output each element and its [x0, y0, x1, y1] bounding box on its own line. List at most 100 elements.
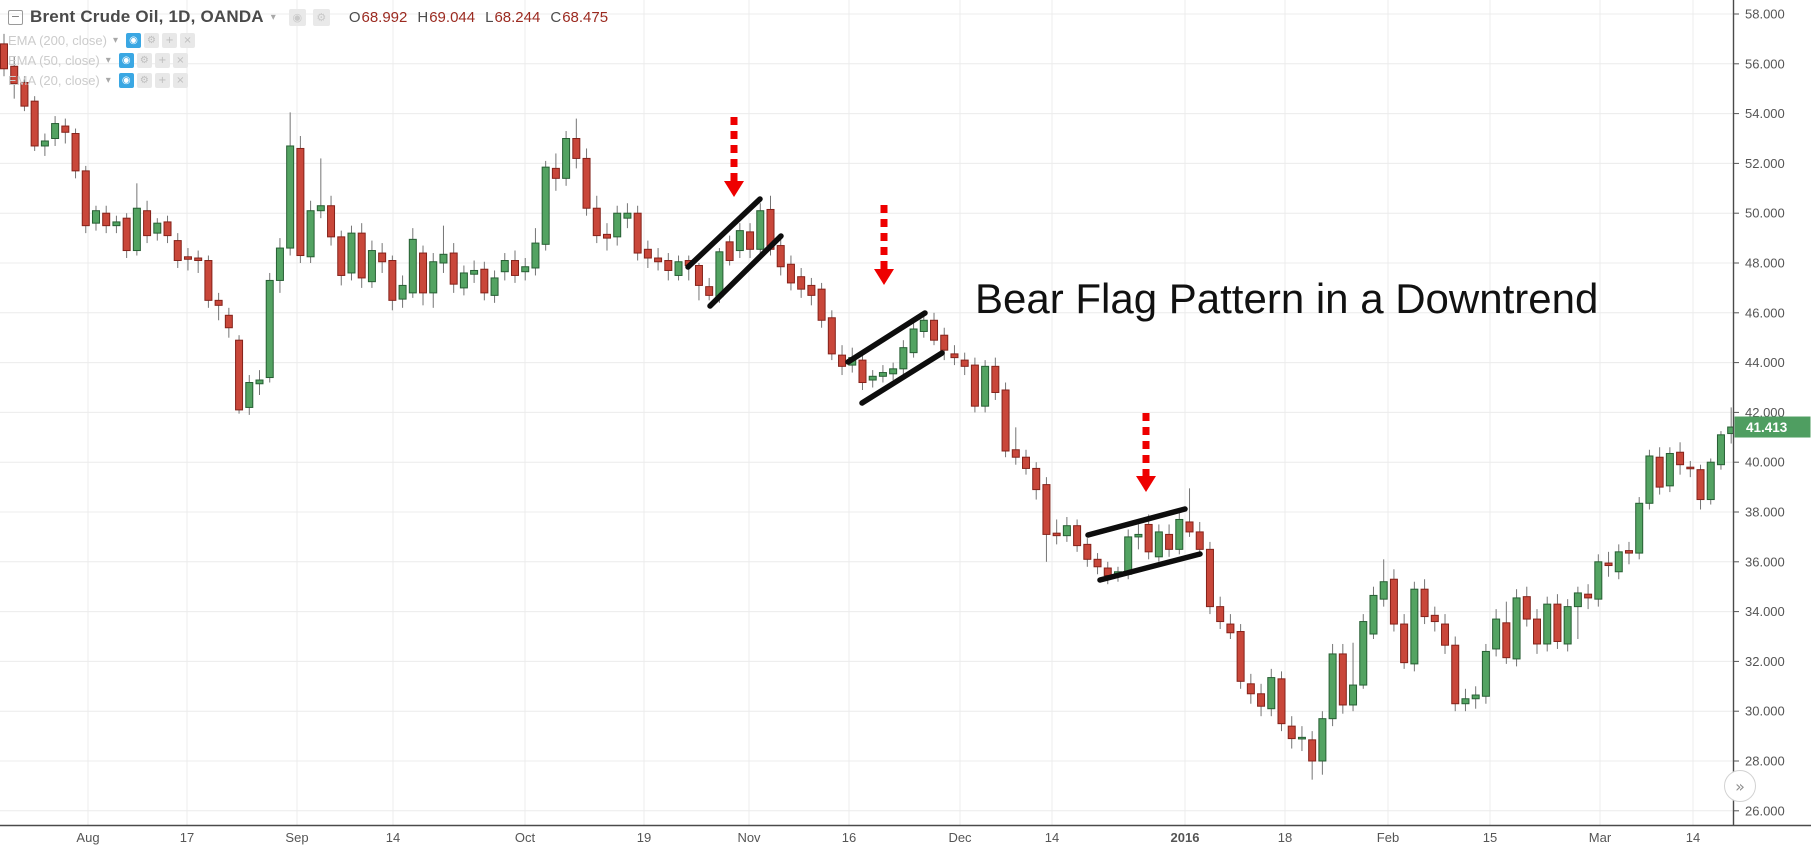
- candle-down: [224, 307, 233, 338]
- candle-down: [1584, 584, 1593, 610]
- candle-down: [602, 223, 611, 251]
- candle-body: [950, 353, 959, 359]
- time-axis[interactable]: Aug 17 Sep 14 Oct 19 Nov 16 Dec 14 2016 18 Feb 15 Mar 1…: [0, 824, 1811, 846]
- candle-body: [960, 359, 969, 367]
- gear-icon[interactable]: ⚙: [144, 33, 160, 48]
- candle-up: [1175, 512, 1184, 555]
- candle-body: [776, 245, 785, 268]
- candle-down: [204, 255, 213, 308]
- price-axis[interactable]: 58.000 56.000 54.000 52.000 50.000 48.000 46.0…: [1732, 0, 1785, 825]
- ohlc-readout: O 68.992 H 69.044 L 68.244 C 68.475: [349, 9, 608, 26]
- eye-icon[interactable]: ◉: [118, 53, 134, 68]
- close-icon[interactable]: ×: [180, 33, 196, 48]
- chevron-down-icon[interactable]: ▾: [105, 75, 111, 86]
- candle-body: [398, 284, 407, 300]
- candle-body: [122, 217, 131, 252]
- indicator-label: EMA (200, close): [8, 33, 107, 48]
- candle-up: [153, 218, 162, 241]
- candle-up: [1410, 581, 1419, 672]
- price-tick-label: 38.000: [1745, 505, 1785, 520]
- bear-flag-channel[interactable]: [685, 196, 784, 309]
- candle-body: [286, 145, 295, 249]
- candle-body: [1011, 449, 1020, 458]
- indicator-row-ema50[interactable]: EMA (50, close) ▾ ◉ ⚙ + ×: [8, 51, 608, 70]
- candle-up: [1716, 431, 1725, 470]
- candle-body: [408, 238, 417, 294]
- candle-down: [930, 312, 939, 346]
- price-tick-label: 48.000: [1745, 256, 1785, 271]
- candle-body: [1481, 650, 1490, 697]
- close-icon[interactable]: ×: [172, 53, 188, 68]
- candle-down: [633, 205, 642, 261]
- candle-down: [1052, 519, 1061, 545]
- candle-body: [746, 231, 755, 250]
- chevron-down-icon[interactable]: ▾: [113, 35, 119, 46]
- gear-icon[interactable]: ⚙: [312, 8, 330, 26]
- candle-up: [899, 340, 908, 376]
- chevron-down-icon[interactable]: ▾: [270, 11, 276, 23]
- indicator-row-ema20[interactable]: EMA (20, close) ▾ ◉ ⚙ + ×: [8, 71, 608, 90]
- candle-down: [143, 200, 152, 244]
- gear-icon[interactable]: ⚙: [136, 73, 152, 88]
- eye-icon[interactable]: ◉: [118, 73, 134, 88]
- candle-down: [449, 243, 458, 293]
- candle-down: [1686, 460, 1695, 478]
- eye-icon[interactable]: ◉: [126, 33, 142, 48]
- symbol-title[interactable]: Brent Crude Oil, 1D, OANDA: [30, 7, 264, 26]
- candle-body: [1441, 623, 1450, 646]
- candle-up: [1471, 686, 1480, 709]
- breakdown-arrow[interactable]: [1136, 413, 1156, 492]
- candle-down: [1451, 636, 1460, 712]
- candle-body: [459, 272, 468, 289]
- indicator-row-ema200[interactable]: EMA (200, close) ▾ ◉ ⚙ + ×: [8, 31, 608, 50]
- candle-body: [613, 212, 622, 238]
- candle-body: [388, 260, 397, 301]
- candle-down: [388, 255, 397, 311]
- candle-body: [0, 43, 8, 70]
- candle-up: [1297, 726, 1306, 752]
- candle-body: [296, 147, 305, 257]
- plus-icon[interactable]: +: [154, 73, 170, 88]
- plus-icon[interactable]: +: [154, 53, 170, 68]
- close-label: C: [550, 8, 562, 26]
- flag-trendline: [859, 350, 945, 406]
- candle-down: [1553, 594, 1562, 649]
- candle-up: [1349, 642, 1358, 712]
- candle-body: [1052, 532, 1061, 537]
- candle-down: [163, 215, 172, 244]
- close-icon[interactable]: ×: [172, 73, 188, 88]
- bear-flag-channel[interactable]: [845, 310, 945, 406]
- scroll-right-button[interactable]: »: [1724, 770, 1756, 802]
- candle-down: [572, 118, 581, 169]
- candle-body: [255, 379, 264, 385]
- candle-body: [1706, 461, 1715, 501]
- chevron-down-icon[interactable]: ▾: [105, 55, 111, 66]
- collapse-legend-icon[interactable]: −: [8, 9, 23, 25]
- candle-up: [868, 370, 877, 388]
- breakdown-arrow[interactable]: [874, 205, 894, 285]
- plus-icon[interactable]: +: [162, 33, 178, 48]
- candle-up: [1369, 586, 1378, 639]
- symbol-title-row[interactable]: − Brent Crude Oil, 1D, OANDA ▾ ◉ ⚙ O 68.9…: [8, 4, 608, 30]
- candle-down: [1430, 606, 1439, 632]
- gear-icon[interactable]: ⚙: [136, 53, 152, 68]
- annotations-layer[interactable]: Bear Flag Pattern in a Downtrend: [685, 117, 1598, 583]
- price-tick-label: 30.000: [1745, 704, 1785, 719]
- candle-body: [838, 354, 847, 367]
- candle-body: [429, 261, 438, 294]
- candle-body: [940, 334, 949, 351]
- visibility-icon[interactable]: ◉: [288, 8, 306, 26]
- candle-up: [735, 223, 744, 259]
- candle-up: [1706, 458, 1715, 505]
- candle-down: [1655, 447, 1664, 495]
- bear-flag-channel[interactable]: [1085, 506, 1203, 583]
- candle-up: [981, 360, 990, 413]
- breakdown-arrow[interactable]: [724, 117, 744, 197]
- candle-body: [132, 207, 141, 252]
- candle-down: [1011, 427, 1020, 465]
- candle-body: [1676, 451, 1685, 466]
- candle-body: [541, 166, 550, 245]
- candle-body: [633, 212, 642, 254]
